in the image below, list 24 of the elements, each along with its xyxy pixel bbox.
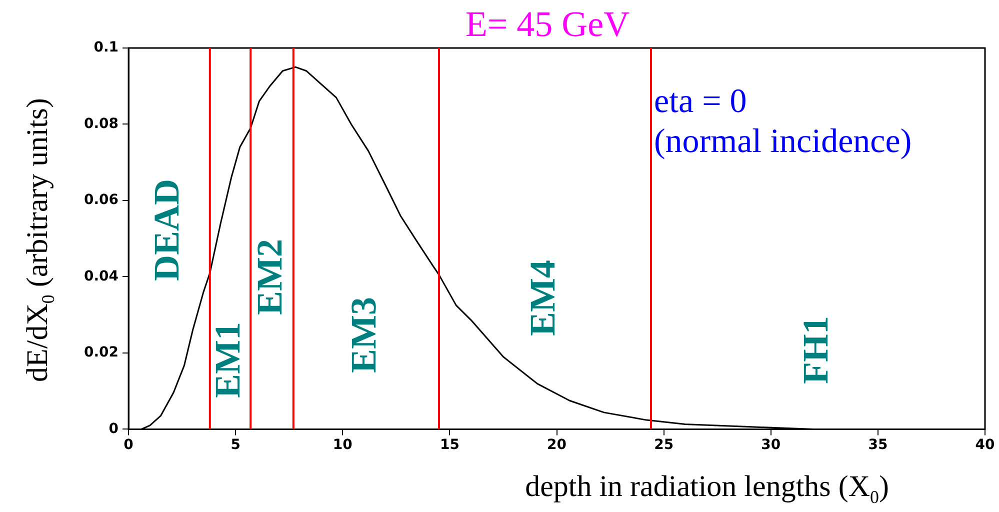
x-tick-label: 40: [975, 437, 995, 454]
x-tick-label: 35: [868, 437, 888, 454]
annotation: EM2: [249, 239, 290, 315]
x-tick-label: 0: [124, 437, 134, 454]
y-tick-label: 0.06: [84, 192, 119, 208]
annotation: EM3: [344, 297, 384, 373]
annotation: eta = 0 (normal incidence): [654, 82, 912, 160]
annotation: DEAD: [146, 178, 187, 282]
y-tick-label: 0.04: [84, 268, 119, 284]
x-tick-label: 20: [547, 437, 567, 454]
annotation: EM1: [208, 322, 248, 398]
x-tick-label: 10: [332, 437, 353, 454]
x-tick-label: 25: [654, 437, 674, 454]
x-tick-label: 5: [230, 437, 240, 454]
y-tick-label: 0.1: [94, 40, 119, 56]
x-axis-title: depth in radiation lengths (X$_{0}$): [525, 470, 889, 508]
x-tick-label: 15: [440, 437, 460, 454]
x-tick-label: 30: [761, 437, 781, 454]
y-tick-label: 0.08: [84, 116, 119, 132]
y-tick-label: 0: [108, 420, 119, 437]
annotation: EM4: [522, 260, 562, 336]
annotation: FH1: [795, 316, 836, 384]
chart-title: E= 45 GeV: [465, 4, 630, 44]
y-tick-label: 0.02: [84, 344, 119, 361]
